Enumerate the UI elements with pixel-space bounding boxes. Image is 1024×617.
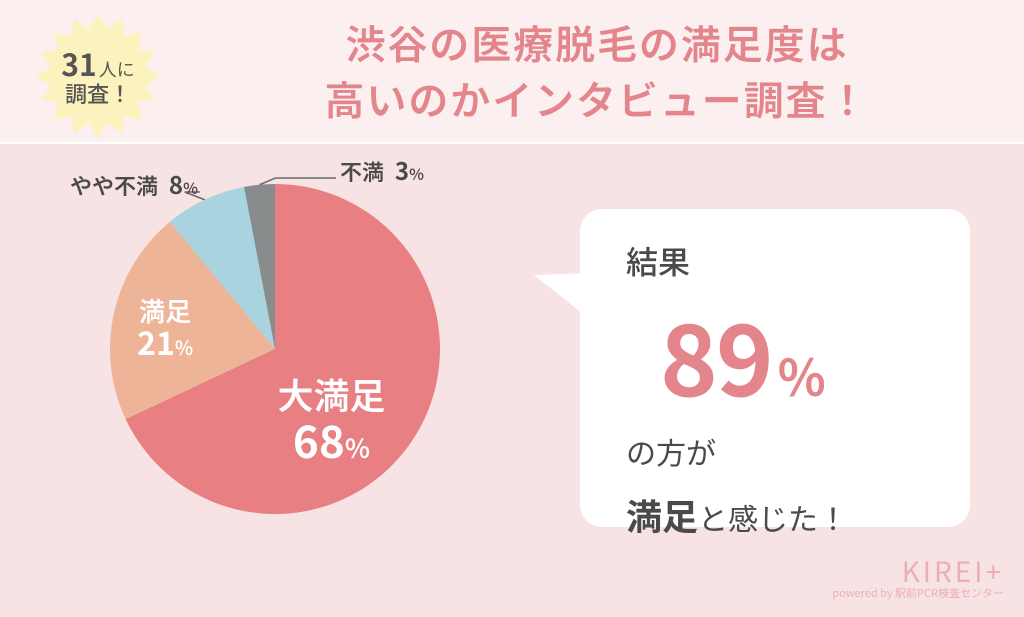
result-line3: の方が [626,429,932,473]
result-big-value: 89 [660,283,772,425]
title-line1: 渋谷の医療脱毛の満足度は [190,14,1004,70]
slice-0-value: 68 [293,407,345,471]
title-line2: 高いのかインタビュー調査！ [190,70,1004,126]
slice-3-value: 3 [395,152,409,187]
slice-1-value: 21 [137,319,175,365]
pie-chart: 大満足 68% 満足 21% [110,184,440,514]
badge-line2: 調査！ [65,81,131,106]
result-line4-rest: と感じた！ [698,495,848,539]
slice-label-somewhat-dissatisfied: やや不満 8% [70,166,198,201]
page-title: 渋谷の医療脱毛の満足度は 高いのかインタビュー調査！ [190,14,1004,126]
brand-watermark: KIREI+ powered by 駅前PCR検査センター [832,556,1004,599]
percent-sign: % [409,163,424,185]
percent-sign: % [183,177,198,199]
badge-text: 31人に 調査！ [28,6,168,146]
slice-label-dissatisfied: 不満 3% [340,152,424,187]
header: 31人に 調査！ 渋谷の医療脱毛の満足度は 高いのかインタビュー調査！ [0,0,1024,142]
percent-sign: % [345,427,370,466]
result-big-unit: % [778,339,826,411]
slice-2-value: 8 [169,166,183,201]
speech-tail-icon [532,263,592,333]
slice-2-name: やや不満 [70,169,158,201]
brand-sub: powered by 駅前PCR検査センター [832,587,1004,599]
body-area: 大満足 68% 満足 21% やや不満 8% 不満 3% 結果 [0,142,1024,617]
page-root: 31人に 調査！ 渋谷の医療脱毛の満足度は 高いのかインタビュー調査！ 大満足 … [0,0,1024,617]
result-bubble: 結果 89 % の方が 満足と感じた！ [580,209,970,527]
slice-label-satisfied: 満足 21% [137,297,193,361]
result-line4-strong: 満足 [626,489,698,541]
result-line1: 結果 [626,245,932,277]
slice-label-very-satisfied: 大満足 68% [277,375,385,463]
survey-badge: 31人に 調査！ [28,6,168,146]
brand-name: KIREI+ [832,556,1004,587]
slice-3-name: 不満 [340,155,384,187]
percent-sign: % [175,333,193,361]
